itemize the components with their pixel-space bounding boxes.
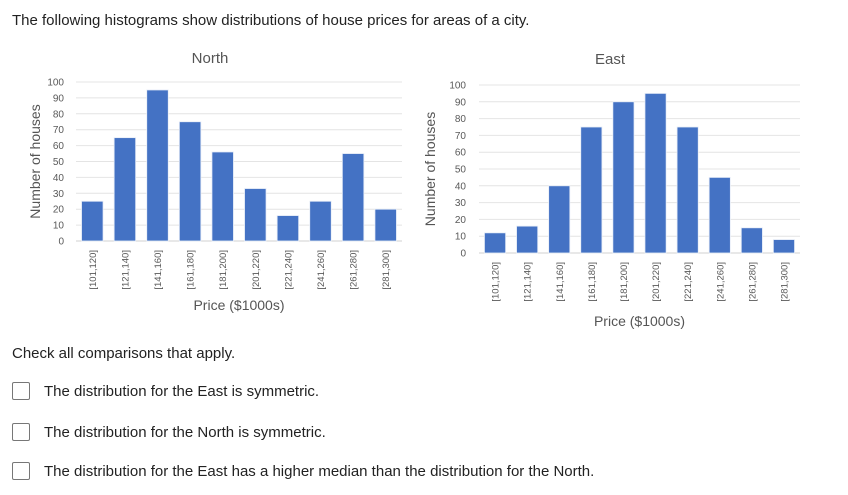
y-tick-label: 70 (53, 125, 65, 136)
checkbox[interactable] (12, 462, 30, 480)
option-east-symmetric[interactable]: The distribution for the East is symmetr… (12, 382, 319, 400)
bar (309, 200, 332, 242)
option-label: The distribution for the North is symmet… (44, 423, 326, 441)
bar (113, 137, 137, 242)
bar (580, 126, 603, 254)
x-axis-title: Price ($1000s) (193, 297, 284, 313)
bar (244, 188, 267, 242)
x-tick-label: [121,140] (120, 250, 131, 290)
bar (484, 232, 507, 254)
y-tick-label: 0 (460, 249, 466, 260)
y-axis-title: Number of houses (422, 112, 438, 226)
y-tick-label: 0 (58, 237, 64, 248)
bar (772, 239, 795, 254)
bar (612, 101, 635, 254)
option-east-higher-median[interactable]: The distribution for the East has a high… (12, 462, 594, 480)
y-tick-label: 20 (455, 215, 467, 226)
y-tick-label: 90 (455, 97, 467, 108)
option-label: The distribution for the East is symmetr… (44, 382, 320, 400)
bar (374, 208, 397, 242)
bar (644, 93, 667, 254)
bar (276, 215, 300, 242)
y-tick-label: 100 (47, 78, 64, 89)
bar (81, 200, 104, 242)
x-tick-label: [121,140] (523, 262, 534, 302)
x-axis-title: Price ($1000s) (594, 313, 685, 329)
y-tick-label: 100 (449, 81, 466, 92)
checkbox[interactable] (12, 382, 30, 400)
y-tick-label: 40 (53, 173, 65, 184)
x-tick-label: [101,120] (491, 262, 502, 302)
y-tick-label: 70 (455, 131, 467, 142)
x-tick-label: [201,220] (251, 250, 262, 290)
y-tick-label: 90 (53, 93, 65, 104)
x-tick-label: [221,240] (283, 250, 294, 290)
y-tick-label: 80 (53, 109, 65, 120)
y-tick-label: 30 (53, 189, 65, 200)
y-tick-label: 80 (455, 114, 467, 125)
bar (146, 89, 169, 242)
option-north-symmetric[interactable]: The distribution for the North is symmet… (12, 423, 326, 441)
x-tick-label: [141,160] (555, 262, 566, 302)
x-tick-label: [181,200] (218, 250, 229, 290)
bar (341, 153, 365, 242)
y-tick-label: 50 (53, 157, 65, 168)
y-tick-label: 60 (53, 141, 65, 152)
x-tick-label: [161,180] (186, 250, 197, 290)
x-tick-label: [241,260] (316, 250, 327, 290)
checkbox[interactable] (12, 423, 30, 441)
x-tick-label: [241,260] (715, 262, 726, 302)
x-tick-label: [281,300] (779, 262, 790, 302)
y-tick-label: 60 (455, 148, 467, 159)
y-tick-label: 20 (53, 205, 65, 216)
y-tick-label: 30 (455, 198, 467, 209)
y-tick-label: 10 (53, 221, 65, 232)
x-tick-label: [261,280] (747, 262, 758, 302)
bar (676, 126, 699, 254)
chart-title: North (192, 50, 229, 67)
x-tick-label: [101,120] (88, 250, 99, 290)
bar (708, 176, 731, 254)
chart-title: East (595, 51, 626, 68)
bar (178, 121, 202, 242)
bar (740, 227, 763, 254)
intro-text: The following histograms show distributi… (12, 12, 530, 29)
x-tick-label: [161,180] (587, 262, 598, 302)
x-tick-label: [181,200] (619, 262, 630, 302)
bar (548, 185, 571, 254)
y-tick-label: 50 (455, 165, 467, 176)
x-tick-label: [261,280] (349, 250, 360, 290)
option-label: The distribution for the East has a high… (44, 462, 595, 480)
x-tick-label: [201,220] (651, 262, 662, 302)
y-tick-label: 10 (455, 232, 467, 243)
x-tick-label: [281,300] (381, 250, 392, 290)
bar (516, 225, 539, 254)
y-tick-label: 40 (455, 181, 467, 192)
x-tick-label: [221,240] (683, 262, 694, 302)
x-tick-label: [141,160] (153, 250, 164, 290)
y-axis-title: Number of houses (27, 104, 43, 218)
question-prompt: Check all comparisons that apply. (12, 345, 236, 362)
bar (211, 151, 234, 242)
